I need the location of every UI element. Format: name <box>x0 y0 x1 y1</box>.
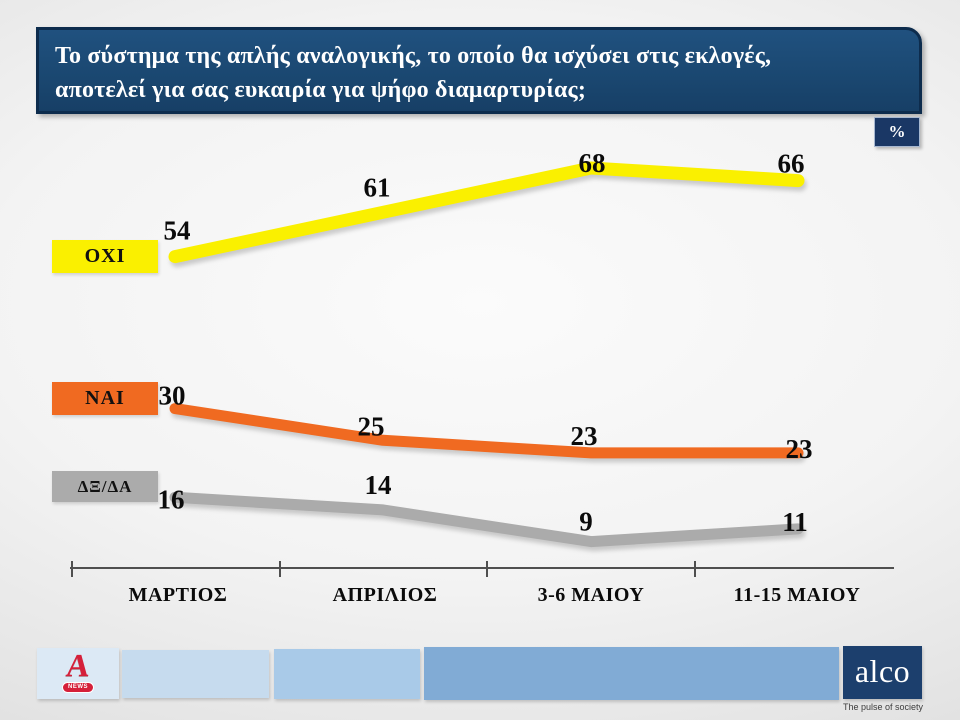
value-label: 23 <box>571 421 598 451</box>
category-label-aprilios: ΑΠΡΙΛΙΟΣ <box>333 584 438 606</box>
x-axis-ticks <box>71 561 696 577</box>
question-line-2: αποτελεί για σας ευκαιρία για ψήφο διαμα… <box>55 77 587 103</box>
series-line-oxi <box>168 161 805 264</box>
series-line-dxda <box>169 491 804 548</box>
legend-oxi-label: ΟΧΙ <box>84 245 126 267</box>
legend-dxda: ΔΞ/ΔΑ <box>52 471 158 502</box>
category-label-11-15-maiou: 11-15 ΜΑΙΟΥ <box>734 584 861 606</box>
alpha-letter-icon: A <box>64 646 92 683</box>
chart-value-labels-layer: 54 61 68 66 30 25 23 23 16 14 9 11 <box>158 148 813 537</box>
percent-badge: % <box>874 117 920 147</box>
question-header: Το σύστημα της απλής αναλογικής, το οποί… <box>36 27 922 114</box>
value-label: 16 <box>158 484 185 514</box>
value-label: 14 <box>365 470 392 500</box>
question-line-1: Το σύστημα της απλής αναλογικής, το οποί… <box>55 43 772 69</box>
alpha-news-logo: A NEWS <box>57 647 99 695</box>
footer-tile-medium-blue <box>274 649 420 699</box>
legend-nai: ΝΑΙ <box>52 382 158 415</box>
value-label: 54 <box>164 216 191 246</box>
value-label: 11 <box>782 507 808 537</box>
alco-tagline: The pulse of society <box>842 702 924 712</box>
alco-logo-box: alco <box>843 646 922 699</box>
footer-alpha-news-tile: A NEWS <box>37 647 119 699</box>
value-label: 30 <box>159 381 186 411</box>
value-label: 68 <box>579 148 606 178</box>
legend-nai-label: ΝΑΙ <box>85 387 125 409</box>
legend-oxi: ΟΧΙ <box>52 240 158 273</box>
value-label: 9 <box>579 507 593 537</box>
footer-tile-light-blue <box>122 650 269 698</box>
alco-logo: alco <box>854 652 911 689</box>
series-line-nai <box>169 403 804 459</box>
category-label-3-6-maiou: 3-6 ΜΑΙΟΥ <box>538 584 645 606</box>
category-label-martios: ΜΑΡΤΙΟΣ <box>129 584 228 606</box>
chart-lines-layer <box>168 161 805 548</box>
value-label: 25 <box>358 411 385 441</box>
value-label: 23 <box>786 434 813 464</box>
alpha-news-pill: NEWS <box>62 681 94 693</box>
value-label: 66 <box>778 149 805 179</box>
value-label: 61 <box>364 172 391 202</box>
footer-tile-dark-blue <box>424 647 839 700</box>
legend-dxda-label: ΔΞ/ΔΑ <box>77 476 133 496</box>
